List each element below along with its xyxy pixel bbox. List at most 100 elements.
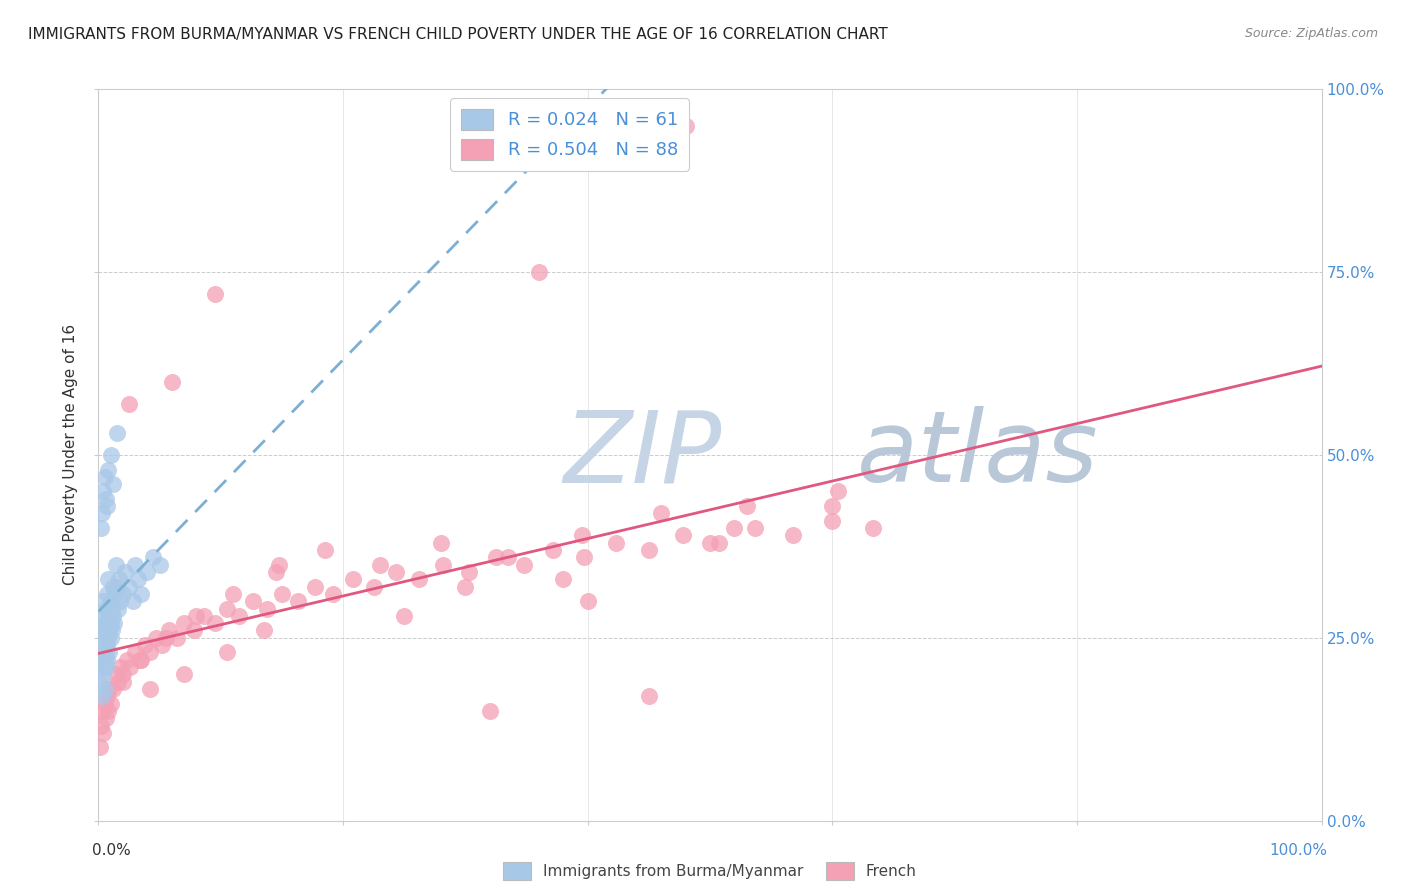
Point bbox=[242, 594, 264, 608]
Point bbox=[136, 565, 159, 579]
Point bbox=[744, 521, 766, 535]
Point bbox=[90, 718, 112, 732]
Point bbox=[120, 660, 142, 674]
Text: 0.0%: 0.0% bbox=[93, 843, 131, 857]
Point bbox=[269, 558, 291, 572]
Point bbox=[145, 631, 167, 645]
Point bbox=[304, 580, 326, 594]
Point bbox=[98, 645, 121, 659]
Point bbox=[204, 616, 226, 631]
Point bbox=[97, 704, 120, 718]
Point bbox=[605, 535, 627, 549]
Point bbox=[93, 470, 115, 484]
Point bbox=[96, 616, 118, 631]
Point bbox=[252, 624, 274, 638]
Point bbox=[93, 681, 115, 696]
Point bbox=[134, 638, 156, 652]
Point bbox=[496, 550, 519, 565]
Point bbox=[735, 499, 758, 513]
Point bbox=[111, 667, 134, 681]
Point bbox=[105, 580, 128, 594]
Point bbox=[114, 565, 136, 579]
Legend: Immigrants from Burma/Myanmar, French: Immigrants from Burma/Myanmar, French bbox=[498, 856, 922, 886]
Point bbox=[96, 690, 118, 704]
Point bbox=[91, 660, 114, 674]
Point bbox=[368, 558, 391, 572]
Point bbox=[155, 631, 177, 645]
Point bbox=[270, 587, 294, 601]
Point bbox=[256, 601, 278, 615]
Point bbox=[97, 608, 120, 623]
Point bbox=[98, 624, 121, 638]
Point bbox=[90, 521, 112, 535]
Point bbox=[124, 645, 146, 659]
Point bbox=[91, 667, 114, 681]
Point bbox=[139, 681, 162, 696]
Point bbox=[118, 397, 141, 411]
Point bbox=[707, 535, 730, 549]
Point bbox=[94, 601, 117, 615]
Point bbox=[454, 580, 477, 594]
Point bbox=[160, 375, 183, 389]
Point bbox=[97, 462, 120, 476]
Point bbox=[322, 587, 344, 601]
Point bbox=[115, 653, 138, 667]
Point bbox=[90, 624, 112, 638]
Point bbox=[408, 572, 430, 586]
Point bbox=[638, 543, 661, 558]
Point bbox=[363, 580, 385, 594]
Point bbox=[96, 638, 118, 652]
Point bbox=[94, 660, 117, 674]
Y-axis label: Child Poverty Under the Age of 16: Child Poverty Under the Age of 16 bbox=[63, 325, 79, 585]
Point bbox=[478, 704, 501, 718]
Point bbox=[862, 521, 884, 535]
Point bbox=[118, 580, 141, 594]
Point bbox=[111, 587, 134, 601]
Point bbox=[183, 624, 205, 638]
Point bbox=[97, 572, 120, 586]
Point bbox=[222, 587, 245, 601]
Point bbox=[91, 638, 114, 652]
Point bbox=[186, 608, 208, 623]
Point bbox=[392, 608, 416, 623]
Point bbox=[94, 645, 117, 659]
Point bbox=[100, 697, 122, 711]
Point bbox=[314, 543, 336, 558]
Point bbox=[129, 653, 152, 667]
Point bbox=[543, 543, 565, 558]
Point bbox=[173, 616, 195, 631]
Point bbox=[142, 550, 165, 565]
Point bbox=[215, 601, 238, 615]
Point bbox=[107, 674, 129, 689]
Point bbox=[96, 499, 118, 513]
Point bbox=[89, 740, 111, 755]
Point bbox=[124, 558, 146, 572]
Text: Source: ZipAtlas.com: Source: ZipAtlas.com bbox=[1244, 27, 1378, 40]
Point bbox=[782, 528, 804, 542]
Point bbox=[650, 507, 672, 521]
Point bbox=[104, 558, 127, 572]
Point bbox=[215, 645, 238, 659]
Point bbox=[101, 477, 124, 491]
Point bbox=[93, 631, 115, 645]
Point bbox=[111, 674, 134, 689]
Point bbox=[166, 631, 188, 645]
Point bbox=[90, 674, 112, 689]
Point bbox=[264, 565, 287, 579]
Point bbox=[485, 550, 508, 565]
Point bbox=[458, 565, 481, 579]
Point bbox=[101, 681, 124, 696]
Point bbox=[101, 624, 124, 638]
Point bbox=[91, 608, 114, 623]
Point bbox=[94, 491, 117, 506]
Point bbox=[96, 587, 118, 601]
Point bbox=[108, 572, 131, 586]
Point bbox=[827, 484, 849, 499]
Point bbox=[91, 484, 114, 499]
Point bbox=[89, 653, 111, 667]
Point bbox=[101, 608, 124, 623]
Point bbox=[98, 601, 121, 615]
Text: atlas: atlas bbox=[856, 407, 1098, 503]
Point bbox=[103, 616, 125, 631]
Point bbox=[100, 448, 122, 462]
